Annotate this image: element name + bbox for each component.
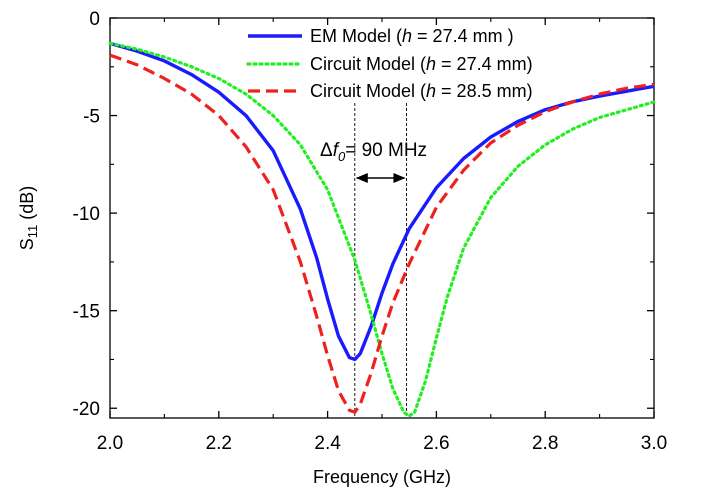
y-axis: 0 -5 -10 -15 -20 (73, 9, 654, 420)
x-tick-label: 2.8 (532, 433, 558, 454)
legend: EM Model (h = 27.4 mm ) Circuit Model (h … (246, 26, 533, 101)
legend-label-1: EM Model (h = 27.4 mm ) (310, 26, 514, 46)
x-tick-label: 2.4 (314, 433, 341, 454)
y-axis-title-main: S (17, 238, 37, 250)
y-tick-label: -5 (83, 107, 100, 128)
x-axis: 2.0 2.2 2.4 2.6 2.8 3.0 (97, 18, 667, 454)
x-tick-label: 2.0 (97, 433, 123, 454)
arrowhead-left-icon (355, 173, 368, 183)
y-tick-label: -10 (73, 204, 100, 225)
x-tick-label: 2.2 (206, 433, 232, 454)
y-tick-label: -15 (73, 302, 100, 323)
arrowhead-right-icon (393, 173, 406, 183)
delta-f-label: Δf0= 90 MHz (320, 140, 427, 164)
y-axis-title: S11 (dB) (17, 186, 40, 251)
y-tick-label: 0 (89, 9, 100, 30)
delta-f-annotation: Δf0= 90 MHz (320, 103, 427, 418)
series-line-3 (109, 53, 655, 414)
y-axis-title-sub: 11 (25, 225, 40, 239)
x-axis-title: Frequency (GHz) (313, 467, 451, 487)
series-line-1 (109, 41, 655, 362)
y-tick-label: -20 (73, 399, 100, 420)
series-line-2 (108, 41, 656, 418)
x-tick-label: 3.0 (641, 433, 667, 454)
legend-label-2: Circuit Model (h = 27.4 mm) (310, 54, 533, 74)
x-tick-label: 2.6 (423, 433, 449, 454)
legend-label-3: Circuit Model (h = 28.5 mm) (310, 81, 533, 101)
series-lines (108, 41, 656, 418)
y-axis-title-rest: (dB) (17, 186, 37, 225)
